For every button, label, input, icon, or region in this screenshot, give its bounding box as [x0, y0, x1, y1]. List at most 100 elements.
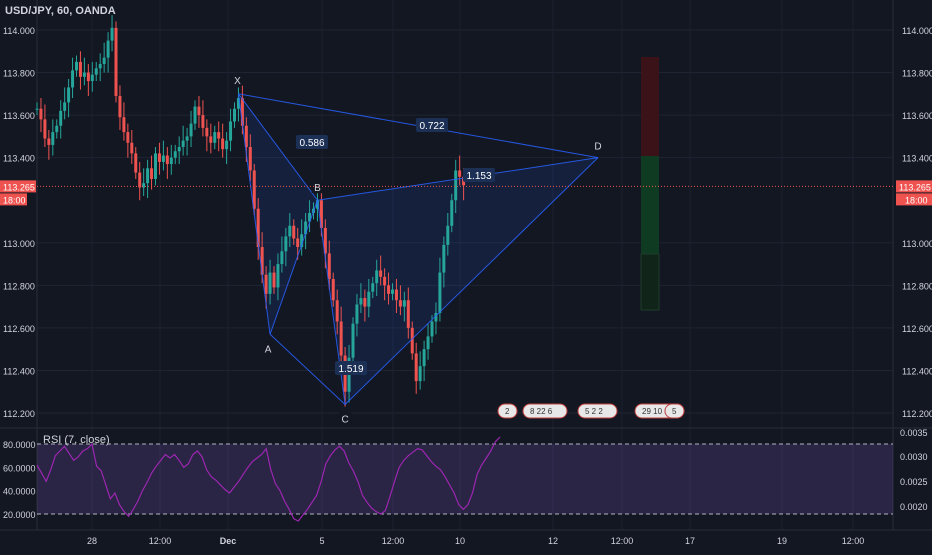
event-marker[interactable] [664, 403, 685, 419]
candle [430, 321, 434, 337]
candle [256, 208, 260, 248]
rsi-line [36, 436, 501, 522]
candle [402, 300, 406, 307]
candle [367, 291, 371, 307]
candle [138, 172, 142, 188]
pattern-point-label: D [594, 142, 601, 153]
candle [422, 349, 426, 367]
candle [217, 132, 221, 139]
rsi-axis-label: 60.0000 [3, 463, 36, 473]
candle [418, 366, 422, 382]
target-zone [641, 156, 659, 254]
candle [102, 57, 106, 65]
candle [193, 106, 197, 124]
candle [375, 270, 379, 284]
candle [110, 27, 114, 41]
price-axis-label-left: 113.800 [3, 69, 35, 79]
candle [150, 168, 154, 179]
candle [379, 270, 383, 277]
pattern-xa-line [237, 93, 271, 335]
left-time-tag [0, 193, 27, 206]
price-axis-label: 113.400 [902, 154, 932, 164]
price-axis-label-left: 113.600 [3, 111, 35, 121]
left-price-value: 113.265 [3, 182, 35, 192]
time-axis-label: 12 [548, 536, 558, 546]
last-price-value: 113.265 [899, 182, 931, 192]
pattern-cd-line [344, 157, 599, 405]
pattern-point-label: A [265, 344, 272, 355]
candle [410, 327, 414, 354]
time-axis-label: Dec [220, 536, 237, 546]
candle [90, 74, 94, 82]
rsi-band [37, 444, 893, 514]
event-marker[interactable] [497, 403, 518, 419]
time-axis-label: 28 [87, 536, 97, 546]
candle [292, 225, 296, 239]
candle [213, 132, 217, 143]
pattern-ab-line [269, 200, 318, 335]
candle [201, 115, 205, 128]
candle [98, 64, 102, 69]
candle [197, 106, 201, 116]
candle [134, 153, 138, 173]
candle [209, 136, 213, 143]
candle [438, 272, 442, 313]
event-marker[interactable] [522, 403, 568, 419]
price-axis-label: 112.200 [902, 409, 932, 419]
candle [264, 274, 268, 294]
candle [426, 336, 430, 350]
symbol-title: USD/JPY, 60, OANDA [5, 5, 116, 17]
price-axis-label-left: 112.600 [3, 324, 35, 334]
candle [355, 304, 359, 324]
candle [260, 247, 264, 275]
candle [118, 95, 122, 118]
rsi-right-axis-label: 0.0025 [900, 477, 928, 487]
candle [359, 298, 363, 305]
pattern-xb-line [238, 93, 318, 201]
candle [244, 125, 248, 148]
candle [363, 298, 367, 307]
pattern-point-badge [311, 180, 324, 194]
candle [434, 312, 438, 322]
candle [323, 227, 327, 254]
ratio-badge [463, 168, 495, 182]
event-marker[interactable] [577, 403, 618, 419]
ratio-label: 0.586 [299, 138, 324, 149]
candle [300, 234, 304, 248]
candle [229, 121, 233, 141]
candle [114, 27, 118, 96]
candle [94, 68, 98, 75]
time-axis-label: 5 [319, 536, 324, 546]
price-axis-label-left: 112.800 [3, 281, 35, 291]
last-price-time: 18:00 [905, 195, 928, 205]
candle [315, 200, 319, 209]
left-time-value: 18:00 [3, 195, 26, 205]
rsi-right-axis-label: 0.0035 [900, 428, 928, 438]
rsi-axis-label: 40.0000 [3, 487, 36, 497]
candle [240, 98, 244, 126]
candle [154, 153, 157, 179]
candle [339, 321, 343, 356]
candle [280, 251, 284, 265]
candle [391, 289, 394, 294]
candle [67, 87, 71, 103]
price-axis-label: 112.400 [902, 366, 932, 376]
candle [276, 264, 280, 288]
candle [387, 285, 391, 294]
pattern-bcd-fill [317, 157, 598, 405]
candle [122, 117, 126, 133]
pattern-point-badge [592, 138, 604, 152]
price-axis-label: 113.800 [902, 69, 932, 79]
price-axis-label: 112.600 [902, 324, 932, 334]
event-marker-label: 2 [505, 407, 510, 416]
candle [142, 183, 146, 188]
candle [173, 151, 177, 158]
candle [398, 300, 402, 307]
candle [327, 253, 331, 279]
last-price-time-tag [896, 193, 932, 206]
price-axis-label: 113.600 [902, 111, 932, 121]
price-axis-label: 113.000 [902, 239, 932, 249]
candle [394, 289, 398, 301]
